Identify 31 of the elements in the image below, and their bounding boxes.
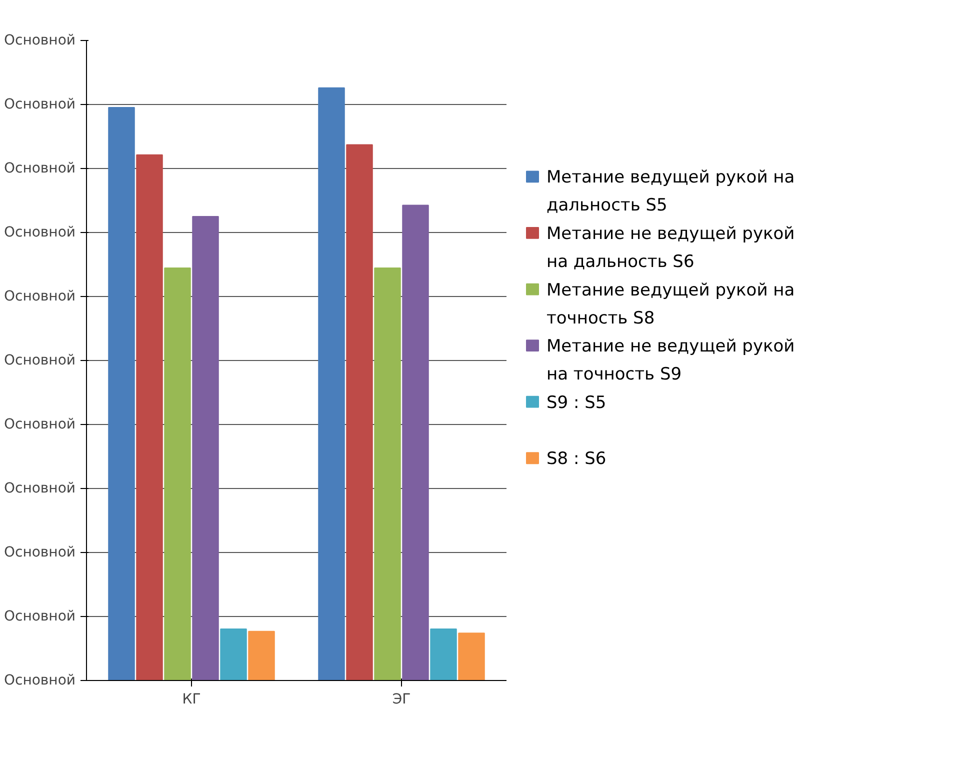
bar [402, 204, 429, 680]
text: Основной [4, 480, 76, 496]
text: Основной [4, 672, 76, 688]
bar [192, 216, 219, 680]
bar [318, 87, 345, 680]
text: Основной [4, 96, 76, 112]
legend-label: S9 : S5 [546, 392, 606, 413]
legend-label: Метание ведущей рукой на дальность S5 [546, 168, 795, 216]
text: Основной [4, 416, 76, 432]
legend-label: S8 : S6 [546, 449, 606, 470]
text: Основной [4, 224, 76, 240]
bar [108, 106, 135, 680]
bar [430, 628, 457, 680]
legend-label: Метание не ведущей рукой на точность S9 [546, 336, 795, 385]
text: Основной [4, 544, 76, 560]
bar [220, 628, 247, 680]
bar [374, 268, 401, 680]
text: Основной [4, 160, 76, 176]
text: Основной [4, 608, 76, 624]
text: Основной [4, 352, 76, 368]
bar [248, 630, 275, 680]
bar [346, 144, 373, 680]
bar [164, 268, 191, 680]
text: Основной [4, 32, 76, 48]
legend-label: Метание не ведущей рукой на дальность S6 [546, 224, 795, 272]
text: Основной [4, 288, 76, 304]
bar [136, 154, 163, 680]
x-tick-label: КГ [182, 692, 201, 708]
legend-label: Метание ведущей рукой на точность S8 [546, 280, 795, 328]
bar [458, 632, 485, 680]
x-tick-label: ЭГ [392, 692, 411, 708]
